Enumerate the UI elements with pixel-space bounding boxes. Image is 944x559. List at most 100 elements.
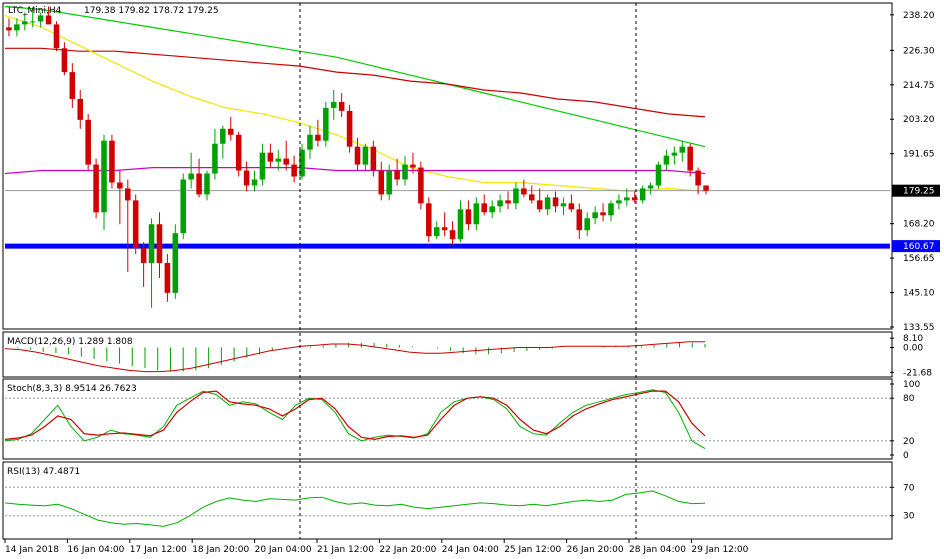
bull-candle (299, 149, 305, 177)
moving-average-green-line (4, 5, 706, 148)
macd-panel[interactable]: 8.100.00 -21.68 (4, 334, 932, 378)
bear-candle (196, 173, 202, 195)
bear-candle (703, 185, 709, 191)
bull-candle (473, 203, 480, 225)
bull-candle (671, 152, 678, 156)
bear-candle (93, 164, 99, 213)
price-tick-label: 133.55 (903, 323, 935, 333)
bear-candle (687, 146, 693, 171)
bull-candle (679, 146, 686, 153)
time-tick-label: 29 Jan 12:00 (691, 545, 748, 555)
bull-candle (655, 164, 662, 186)
stochastic-panel[interactable]: 100 80 20 0 (4, 380, 920, 461)
bear-candle (69, 72, 76, 99)
moving-average-magenta-line (4, 167, 706, 175)
price-panel[interactable]: 238.20 226.30 214.75 203.20 191.65 168.20 156.… (4, 5, 940, 333)
time-tick-label: 18 Jan 20:00 (192, 545, 249, 555)
bear-candle (370, 146, 377, 171)
price-tick-label: 168.20 (903, 220, 935, 230)
bear-candle (227, 128, 234, 135)
price-panel-frame (2, 2, 893, 330)
bear-candle (552, 197, 559, 207)
bear-candle (6, 27, 12, 31)
bull-candle (624, 197, 630, 201)
bear-candle (378, 170, 385, 195)
bull-candle (275, 158, 282, 162)
price-tick-label: 214.75 (903, 81, 935, 91)
bull-candle (188, 173, 194, 180)
bear-candle (346, 110, 353, 147)
chart-ohlc-label: 179.38 179.82 178.72 179.25 (84, 6, 219, 16)
macd-tick-label: -21.68 (903, 368, 932, 378)
rsi-line (4, 490, 706, 527)
bear-candle (505, 200, 511, 204)
bull-candle (29, 21, 36, 23)
bear-candle (85, 119, 91, 165)
bear-candle (465, 209, 472, 225)
stoch-tick-label: 20 (903, 437, 915, 447)
bear-candle (338, 101, 345, 111)
rsi-label: RSI(13) 47.4871 (7, 467, 80, 477)
price-tick-label: 238.20 (903, 11, 935, 21)
macd-label: MACD(12,26,9) 1.289 1.808 (7, 337, 133, 347)
bear-candle (164, 263, 171, 293)
stoch-tick-label: 0 (903, 451, 909, 461)
bear-candle (481, 203, 488, 213)
bear-candle (410, 164, 416, 168)
bear-candle (528, 194, 535, 201)
bull-candle (330, 101, 337, 108)
bear-candle (77, 98, 84, 120)
macd-signal-line (4, 341, 705, 373)
price-tick-label: 203.20 (903, 115, 935, 125)
macd-tick-label: 8.10 (903, 334, 923, 344)
bull-candle (616, 200, 622, 204)
bull-candle (639, 188, 646, 201)
bear-candle (576, 209, 583, 231)
bear-candle (283, 158, 289, 165)
bull-candle (608, 203, 614, 216)
moving-average-red-line (5, 47, 706, 118)
time-tick-label: 16 Jan 04:00 (67, 545, 124, 555)
time-tick-label: 21 Jan 12:00 (317, 545, 374, 555)
macd-tick-label: 0.00 (903, 343, 923, 353)
bear-candle (354, 146, 361, 165)
rsi-panel[interactable]: 70 30 (4, 483, 915, 527)
bear-candle (418, 167, 424, 204)
bull-candle (513, 188, 519, 204)
time-tick-label: 22 Jan 20:00 (379, 545, 436, 555)
bull-candle (560, 203, 567, 207)
bear-candle (53, 24, 60, 49)
bear-candle (125, 188, 131, 201)
time-tick-label: 26 Jan 20:00 (567, 545, 624, 555)
bull-candle (251, 179, 258, 186)
bull-candle (489, 206, 495, 213)
bear-candle (61, 48, 68, 73)
bull-candle (307, 134, 313, 150)
bear-candle (441, 227, 448, 231)
current-price-label: 179.25 (903, 187, 935, 197)
bear-candle (521, 188, 527, 195)
stoch-panel-frame (2, 378, 893, 460)
bull-candle (180, 179, 187, 234)
bear-candle (394, 170, 400, 180)
bull-candle (14, 24, 20, 31)
bear-candle (243, 170, 250, 186)
bull-candle (220, 128, 226, 144)
price-tick-label: 191.65 (903, 150, 935, 160)
time-axis: 14 Jan 2018 16 Jan 04:00 17 Jan 12:00 18 Ja… (4, 539, 749, 555)
stoch-label: Stoch(8,3,3) 8.9514 26.7623 (7, 384, 137, 394)
bear-candle (140, 248, 147, 264)
bear-candle (45, 15, 52, 25)
support-price-badge (892, 240, 940, 253)
bear-candle (568, 203, 575, 210)
bear-candle (291, 164, 297, 177)
bull-candle (37, 15, 44, 22)
bull-candle (386, 170, 392, 195)
stoch-tick-label: 100 (903, 380, 920, 390)
chart-symbol-label: LTC_Mini,H4 (8, 6, 62, 16)
macd-panel-frame (2, 331, 893, 378)
bear-candle (426, 203, 432, 237)
bear-candle (132, 200, 139, 249)
time-tick-label: 17 Jan 12:00 (130, 545, 187, 555)
